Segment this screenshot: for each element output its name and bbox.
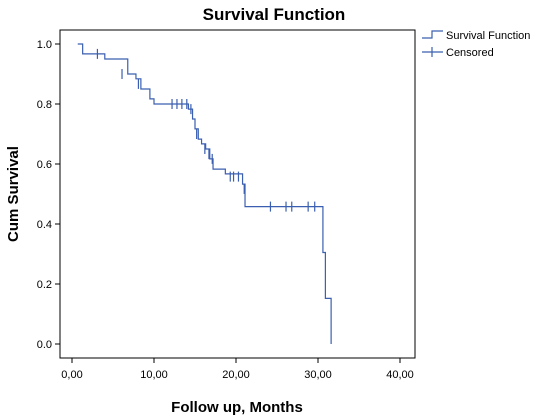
x-axis-ticks: 0,00 10,00 20,00 30,00 40,00	[61, 358, 414, 381]
legend-step-icon	[422, 30, 443, 39]
x-tick-label: 0,00	[61, 369, 82, 381]
y-axis-label: Cum Survival	[5, 146, 22, 242]
y-axis-ticks: 0.0 0.2 0.4 0.6 0.8 1.0	[37, 39, 60, 351]
y-tick-label: 0.4	[37, 219, 52, 231]
y-tick-label: 0.2	[37, 279, 52, 291]
legend-item-censored: Censored	[422, 47, 494, 59]
legend: Survival Function Censored	[422, 30, 530, 59]
x-tick-label: 30,00	[304, 369, 332, 381]
y-tick-label: 0.0	[37, 339, 52, 351]
chart-title: Survival Function	[203, 5, 346, 24]
legend-item-survival: Survival Function	[422, 30, 530, 42]
survival-step-line	[77, 43, 332, 344]
x-tick-label: 10,00	[140, 369, 168, 381]
y-tick-label: 0.8	[37, 99, 52, 111]
legend-label-survival: Survival Function	[446, 30, 530, 42]
x-tick-label: 20,00	[222, 369, 250, 381]
legend-label-censored: Censored	[446, 47, 494, 59]
x-tick-label: 40,00	[386, 369, 414, 381]
x-axis-label: Follow up, Months	[171, 399, 303, 416]
y-tick-label: 0.6	[37, 159, 52, 171]
series-layer	[77, 43, 332, 344]
y-tick-label: 1.0	[37, 39, 52, 51]
plot-area	[59, 29, 416, 359]
